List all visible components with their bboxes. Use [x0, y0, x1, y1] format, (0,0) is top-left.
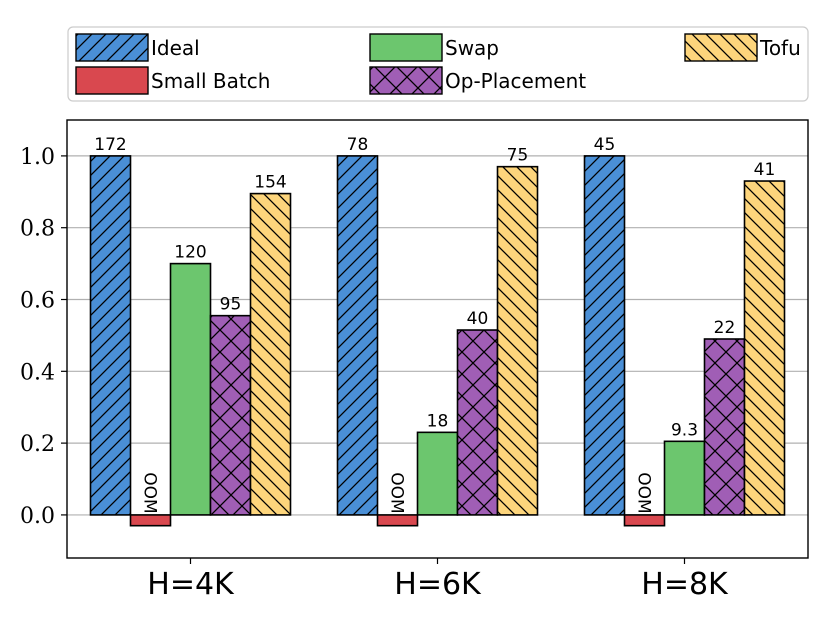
legend-op-placement-swatch-hatch	[370, 67, 442, 94]
legend-ideal-label: Ideal	[151, 36, 200, 60]
bar-swap-h-8k	[664, 441, 705, 515]
bar-tofu-h-4k-hatch	[250, 193, 291, 515]
bar-label-ideal-h-6k: 78	[347, 135, 369, 155]
bar-label-ideal-h-4k: 172	[94, 135, 126, 155]
legend-op-placement-swatch-outline	[369, 66, 443, 95]
x-tick-label-h-4k: H=4K	[147, 567, 235, 602]
bar-small-batch-h-8k	[624, 514, 665, 526]
bar-ideal-h-6k-outline	[336, 155, 379, 516]
y-tick-label: 0.4	[20, 360, 55, 385]
plot-area: 172 OOM 120 95 154 78 OOM 18 40 75 45 OOM 9.3 22 41 0.…	[20, 119, 809, 602]
legend-tofu-label: Tofu	[759, 36, 801, 60]
bar-tofu-h-6k-hatch	[497, 166, 538, 515]
legend-swap-swatch-outline	[369, 33, 443, 62]
bar-label-small-batch-h-8k: OOM	[634, 472, 654, 513]
y-tick-label: 0.6	[20, 289, 55, 314]
bar-small-batch-h-4k	[130, 514, 171, 526]
y-tick-label: 0.2	[20, 432, 55, 457]
bar-op-placement-h-6k-hatch	[457, 330, 498, 515]
bar-label-swap-h-4k: 120	[174, 243, 206, 263]
y-tick-label: 1.0	[20, 145, 55, 170]
bar-small-batch-h-6k-outline	[376, 514, 419, 527]
bar-label-swap-h-6k: 18	[427, 411, 449, 431]
x-tick-label-h-8k: H=8K	[641, 567, 729, 602]
legend-small-batch-swatch-outline	[75, 66, 149, 95]
legend-tofu-swatch-hatch	[685, 34, 757, 61]
bar-tofu-h-4k-outline	[249, 192, 292, 516]
bar-swap-h-6k	[417, 432, 458, 515]
bar-small-batch-h-4k-outline	[129, 514, 172, 527]
bar-tofu-h-8k-hatch	[744, 181, 785, 515]
legend-small-batch-label: Small Batch	[151, 69, 270, 93]
bar-label-op-placement-h-8k: 22	[714, 318, 736, 338]
bar-ideal-h-8k-hatch	[584, 155, 625, 515]
bar-label-tofu-h-6k: 75	[507, 146, 529, 166]
bar-ideal-h-8k-outline	[583, 155, 626, 516]
bar-op-placement-h-4k-hatch	[210, 315, 251, 515]
bar-label-small-batch-h-4k: OOM	[140, 472, 160, 513]
bar-label-tofu-h-4k: 154	[254, 173, 286, 193]
bar-ideal-h-4k-hatch	[90, 155, 131, 515]
bar-small-batch-h-6k	[377, 514, 418, 526]
y-tick-label: 0.8	[20, 217, 55, 242]
bar-label-swap-h-8k: 9.3	[671, 420, 698, 440]
y-tick-label: 0.0	[20, 504, 55, 529]
bar-label-op-placement-h-4k: 95	[220, 295, 242, 315]
legend-swap-label: Swap	[445, 36, 499, 60]
bar-label-ideal-h-8k: 45	[594, 135, 616, 155]
bar-tofu-h-8k-outline	[743, 180, 786, 516]
bar-label-tofu-h-8k: 41	[754, 160, 776, 180]
legend-swap-swatch	[370, 34, 442, 61]
legend-small-batch-swatch	[76, 67, 148, 94]
legend-tofu-swatch-outline	[684, 33, 758, 62]
legend: Ideal Small Batch Swap Op-Placement Tofu	[67, 26, 809, 102]
legend-ideal-swatch-hatch	[76, 34, 148, 61]
bar-ideal-h-4k-outline	[89, 155, 132, 516]
bar-label-op-placement-h-6k: 40	[467, 309, 489, 329]
legend-frame	[67, 26, 809, 102]
bar-op-placement-h-8k-hatch	[704, 339, 745, 515]
x-tick-label-h-6k: H=6K	[394, 567, 482, 602]
legend-op-placement-label: Op-Placement	[445, 69, 586, 93]
legend-ideal-swatch-outline	[75, 33, 149, 62]
bar-label-small-batch-h-6k: OOM	[387, 472, 407, 513]
bar-ideal-h-6k-hatch	[337, 155, 378, 515]
bar-swap-h-4k	[170, 263, 211, 515]
bar-tofu-h-6k-outline	[496, 165, 539, 516]
bar-small-batch-h-8k-outline	[623, 514, 666, 527]
